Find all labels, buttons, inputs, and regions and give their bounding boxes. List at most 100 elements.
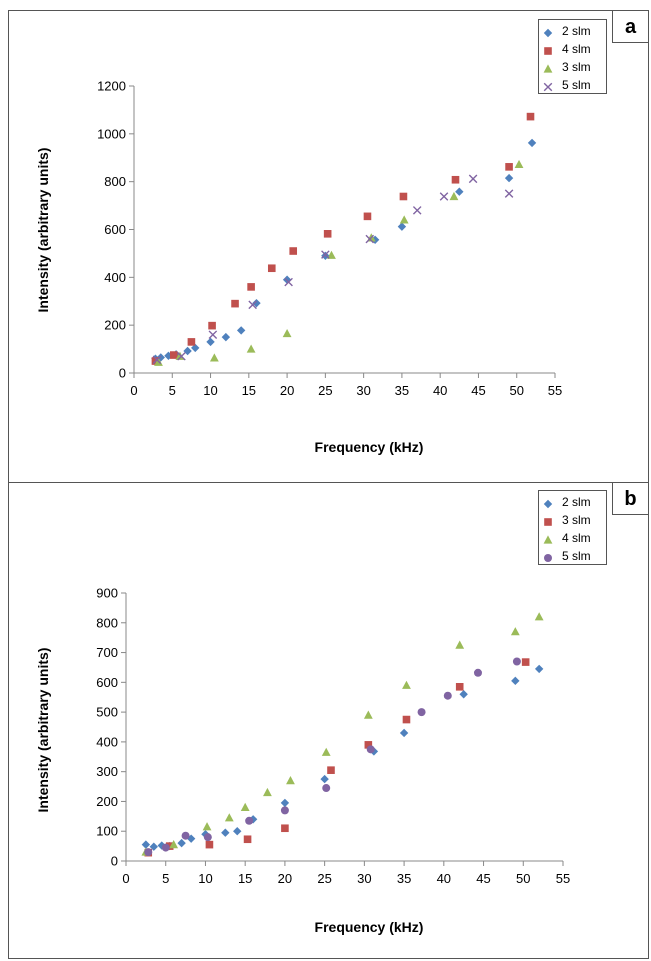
panel-b-letter: b (624, 488, 636, 510)
panel-a-y-tick-label: 200 (104, 318, 126, 333)
panel-b-point-5-slm (322, 784, 331, 793)
panel-a-point-4-slm (363, 212, 372, 221)
panel-b-y-tick-label: 700 (96, 645, 118, 660)
panel-a-point-2-slm (221, 332, 231, 342)
panel-b-point-4-slm (363, 710, 373, 719)
panel-b-point-2-slm (157, 841, 166, 850)
panel-b-point-2-slm (149, 842, 159, 851)
panel-b-y-tick-label: 400 (96, 734, 118, 749)
panel-a-plot-area: 0 200 400 600 800 1000 1200 0 5 10 15 20 25 30 35 40 45 5… (97, 28, 562, 398)
panel-b-point-4-slm (455, 640, 465, 649)
panel-a-point-5-slm (177, 351, 186, 361)
panel-b-point-3-slm (455, 683, 464, 691)
panel-a-point-2-slm (191, 343, 200, 353)
panel-b-x-tick-label: 55 (556, 871, 570, 886)
panel-a: a Frequency (kHz) Intensity (arbitrary u… (8, 10, 649, 483)
panel-b-y-tick-label: 100 (96, 824, 118, 839)
panel-b-legend-marker-3 (543, 535, 553, 544)
panel-b-point-2-slm (320, 774, 329, 784)
panel-b-legend-label-2: 3 slm (562, 513, 591, 527)
panel-a-point-3-slm (209, 353, 219, 362)
panel-b-point-5-slm (161, 843, 170, 852)
panel-b-point-5-slm (512, 657, 521, 666)
panel-a-point-4-slm (289, 247, 298, 255)
panel-b-x-tick-label: 10 (198, 871, 212, 886)
panel-b-x-tick-label: 25 (317, 871, 331, 886)
panel-b-point-5-slm (443, 691, 452, 700)
panel-a-point-3-slm (327, 250, 336, 259)
panel-a-y-tick-label: 800 (104, 174, 126, 189)
panel-a-point-4-slm (170, 351, 178, 359)
panel-a-point-3-slm (282, 328, 292, 338)
panel-b-point-2-slm (399, 728, 409, 738)
panel-a-x-tick-label: 5 (169, 383, 176, 398)
panel-b-point-3-slm (165, 842, 174, 850)
panel-a-point-2-slm (397, 222, 407, 231)
panel-b-point-5-slm (144, 848, 153, 857)
panel-b-y-tick-label: 600 (96, 675, 118, 690)
panel-b: b Frequency (kHz) Intensity (arbitrary u… (8, 482, 649, 959)
panel-a-point-4-slm (399, 192, 408, 201)
panel-a-point-5-slm (504, 189, 514, 198)
panel-b-point-3-slm (402, 715, 411, 724)
panel-b-point-2-slm (186, 834, 196, 843)
panel-a-point-2-slm (321, 251, 330, 261)
panel-b-point-4-slm (402, 680, 411, 689)
panel-b-point-3-slm (327, 766, 335, 774)
panel-a-point-3-slm (399, 215, 409, 224)
panel-b-legend-marker-1 (543, 499, 553, 509)
panel-b-y-tick-label: 800 (96, 615, 118, 630)
panel-b-point-4-slm (202, 822, 212, 831)
panel-a-x-tick-label: 0 (130, 383, 137, 398)
panel-b-y-tick-label: 300 (96, 764, 118, 779)
panel-b-x-tick-label: 5 (162, 871, 169, 886)
panel-a-point-5-slm (152, 355, 162, 365)
panel-a-point-3-slm (514, 159, 524, 169)
panel-a-point-4-slm (267, 264, 276, 273)
panel-a-point-2-slm (455, 187, 464, 196)
panel-a-point-4-slm (208, 321, 216, 330)
panel-b-legend-label-4: 5 slm (562, 549, 591, 563)
panel-b-y-tick-label: 900 (96, 586, 118, 601)
panel-b-point-2-slm (177, 838, 186, 848)
panel-b-x-tick-label: 15 (238, 871, 252, 886)
panel-b-point-2-slm (141, 840, 151, 849)
panel-b-x-axis-title: Frequency (kHz) (315, 919, 424, 935)
panel-a-letter: a (625, 16, 637, 38)
panel-a-point-5-slm (412, 206, 422, 215)
panel-a-point-5-slm (208, 330, 218, 340)
panel-a-legend-label-2: 4 slm (562, 42, 591, 56)
panel-b-point-3-slm (364, 741, 373, 749)
panel-a-legend-marker-1 (543, 28, 553, 38)
panel-b-y-tick-label: 200 (96, 794, 118, 809)
panel-b-legend-marker-2 (544, 518, 552, 526)
panel-a-point-5-slm (248, 300, 257, 310)
panel-b-point-2-slm (233, 827, 242, 836)
panel-b-point-2-slm (221, 828, 230, 837)
panel-b-point-4-slm (263, 787, 272, 797)
panel-a-y-tick-label: 1200 (97, 79, 126, 94)
panel-a-x-tick-label: 25 (318, 383, 332, 398)
panel-a-point-3-slm (449, 191, 459, 201)
panel-a-x-tick-label: 50 (509, 383, 523, 398)
panel-b-legend-label-3: 4 slm (562, 531, 591, 545)
panel-b-point-4-slm (224, 813, 234, 822)
panel-b-point-2-slm (511, 676, 520, 686)
panel-a-x-tick-label: 35 (395, 383, 409, 398)
panel-b-y-tick-label: 500 (96, 705, 118, 720)
panel-a-legend-marker-2 (544, 47, 552, 55)
panel-a-x-tick-label: 45 (471, 383, 485, 398)
panel-a-legend-label-3: 3 slm (562, 60, 591, 74)
panel-b-point-4-slm (169, 840, 179, 849)
panel-a-y-tick-label: 600 (104, 222, 126, 237)
panel-b-legend-label-1: 2 slm (562, 495, 591, 509)
panel-b-x-tick-label: 20 (278, 871, 292, 886)
panel-b-x-tick-label: 30 (357, 871, 371, 886)
panel-a-point-5-slm (439, 192, 449, 201)
panel-b-point-5-slm (280, 806, 289, 815)
panel-a-legend-label-4: 5 slm (562, 78, 591, 92)
panel-b-point-2-slm (248, 815, 258, 824)
panel-b-point-2-slm (280, 798, 290, 808)
panel-a-point-4-slm (526, 112, 535, 121)
